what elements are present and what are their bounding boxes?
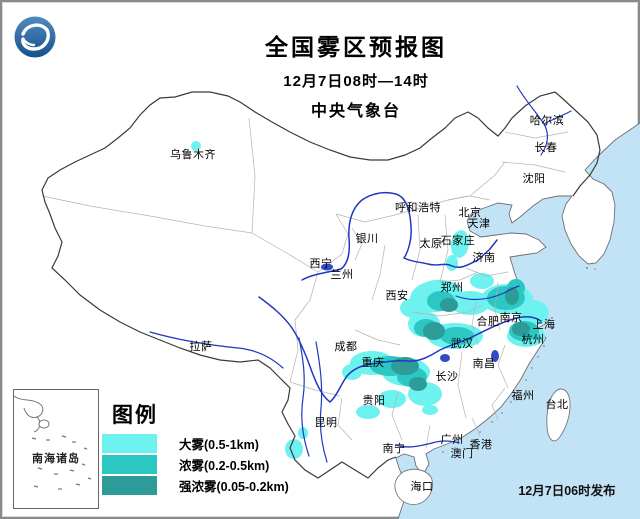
legend-item: 强浓雾(0.05-0.2km): [102, 475, 302, 495]
legend: 图例 大雾(0.5-1km) 浓雾(0.2-0.5km) 强浓雾(0.05-0.2k…: [102, 399, 302, 496]
sea-area: [396, 123, 640, 519]
cma-logo-icon: [14, 16, 56, 58]
legend-item: 浓雾(0.2-0.5km): [102, 454, 302, 474]
inset-label: 南海诸岛: [32, 453, 80, 465]
lakes: [321, 263, 499, 362]
legend-label: 浓雾(0.2-0.5km): [179, 458, 270, 473]
national-border: [41, 91, 601, 479]
map-title: 全国雾区预报图: [265, 34, 447, 60]
legend-item: 大雾(0.5-1km): [102, 433, 302, 453]
taiwan-island: [546, 388, 571, 442]
legend-swatch: [102, 475, 157, 495]
map-agency: 中央气象台: [310, 103, 401, 120]
legend-title: 图例: [112, 404, 158, 427]
coastline: [395, 122, 640, 519]
inset-map: [13, 395, 92, 490]
legend-swatch: [102, 433, 157, 453]
rivers: [149, 85, 572, 463]
issue-time: 12月7日06时发布: [518, 484, 616, 498]
fog-layer-dense: [391, 287, 530, 391]
cma-logo: [13, 15, 57, 59]
title-block: 全国雾区预报图 12月7日08时—14时 中央气象台: [166, 28, 546, 121]
legend-label: 强浓雾(0.05-0.2km): [179, 479, 289, 494]
inset-islets: [31, 435, 92, 490]
legend-label: 大雾(0.5-1km): [179, 437, 259, 452]
map-time-range: 12月7日08时—14时: [283, 73, 429, 90]
south-china-sea-inset: 南海诸岛: [13, 389, 99, 509]
legend-items: 大雾(0.5-1km) 浓雾(0.2-0.5km) 强浓雾(0.05-0.2km): [102, 433, 302, 495]
coastal-islets: [442, 267, 596, 453]
legend-swatch: [102, 454, 157, 474]
province-borders: [41, 117, 569, 449]
hainan-island: [394, 468, 433, 505]
